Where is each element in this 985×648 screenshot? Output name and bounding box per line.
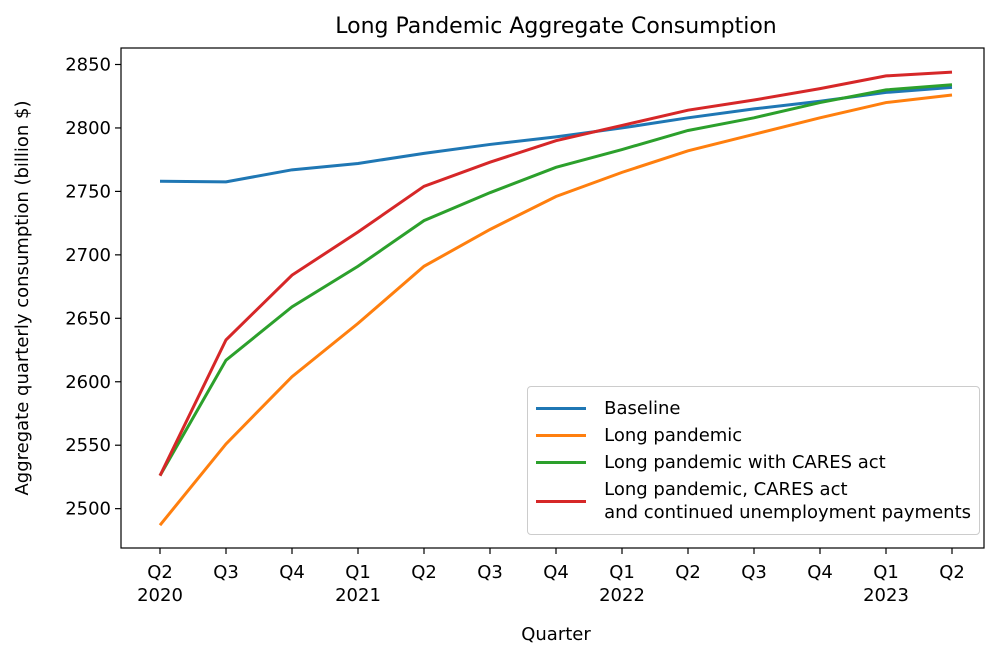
x-tick-label: Q4 — [807, 562, 833, 583]
legend-item: Long pandemic, CARES act and continued u… — [536, 478, 971, 524]
y-axis-label: Aggregate quarterly consumption (billion… — [12, 100, 33, 495]
x-tick-label: Q1 2022 — [599, 562, 645, 606]
x-tick-label: Q4 — [279, 562, 305, 583]
x-tick-label: Q2 — [939, 562, 965, 583]
y-tick-label: 2850 — [65, 54, 111, 75]
series-line — [158, 93, 953, 527]
legend-swatch — [536, 461, 587, 464]
y-tick-label: 2600 — [65, 372, 111, 393]
y-tick-label: 2700 — [65, 245, 111, 266]
y-tick-label: 2750 — [65, 181, 111, 202]
legend-item: Long pandemic with CARES act — [536, 451, 971, 474]
x-tick-label: Q3 — [477, 562, 503, 583]
legend-label: Long pandemic — [604, 425, 743, 446]
legend-swatch — [536, 407, 587, 410]
x-tick-label: Q2 — [411, 562, 437, 583]
x-tick-label: Q3 — [213, 562, 239, 583]
legend-item: Long pandemic — [536, 424, 971, 447]
y-tick-label: 2550 — [65, 435, 111, 456]
x-axis-label: Quarter — [521, 624, 591, 645]
legend-swatch — [536, 499, 587, 503]
series-line — [158, 70, 953, 477]
legend: Baseline Long pandemic Long pandemic with … — [527, 386, 980, 535]
series-line — [158, 83, 953, 477]
plot-frame — [120, 47, 985, 549]
x-tick-label: Q2 — [675, 562, 701, 583]
x-tick-label: Q1 2023 — [863, 562, 909, 606]
legend-label: Long pandemic, CARES act and continued u… — [604, 479, 971, 523]
legend-item: Baseline — [536, 397, 971, 420]
y-tick-label: 2800 — [65, 118, 111, 139]
legend-label: Baseline — [604, 398, 681, 419]
chart-title: Long Pandemic Aggregate Consumption — [335, 14, 776, 39]
y-tick-label: 2650 — [65, 308, 111, 329]
x-tick-label: Q3 — [741, 562, 767, 583]
x-tick-label: Q1 2021 — [335, 562, 381, 606]
legend-label: Long pandemic with CARES act — [604, 452, 886, 473]
legend-swatch — [536, 434, 587, 437]
x-tick-label: Q2 2020 — [137, 562, 183, 606]
x-tick-label: Q4 — [543, 562, 569, 583]
y-tick-label: 2500 — [65, 499, 111, 520]
